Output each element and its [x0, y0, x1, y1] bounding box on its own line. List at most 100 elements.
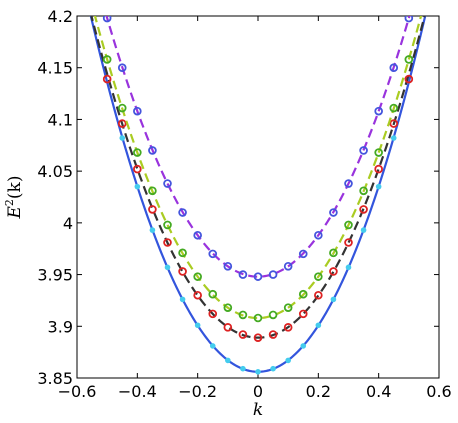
series-1-point	[208, 309, 218, 319]
series-2-point	[374, 148, 383, 157]
series-0-point	[285, 357, 291, 364]
series-3-point	[102, 16, 112, 23]
series-0-point	[149, 227, 156, 233]
series-3-point	[223, 261, 233, 271]
y-axis-label: E2(k)	[3, 176, 25, 220]
series-2-point	[389, 103, 399, 113]
series-0-point	[134, 183, 141, 190]
series-3-point	[329, 208, 338, 217]
series-2-point	[314, 272, 323, 281]
series-0-point	[390, 135, 397, 141]
series-2-point	[178, 248, 187, 258]
series-2-point	[193, 272, 202, 281]
series-2-point	[117, 103, 127, 113]
x-tick-label: 0.6	[426, 382, 451, 401]
y-tick-label: 3.85	[37, 369, 73, 388]
series-1-point	[102, 74, 112, 84]
series-3-point	[117, 63, 127, 73]
series-0-point	[300, 343, 307, 349]
y-tick-label: 3.9	[48, 317, 73, 336]
series-3-point	[268, 270, 278, 279]
series-0-point	[119, 135, 126, 141]
y-tick-label: 3.95	[37, 266, 73, 285]
series-0-point	[225, 357, 231, 364]
series-3-point	[148, 146, 157, 155]
series-1-point	[389, 119, 399, 128]
series-2-point	[298, 289, 308, 299]
series-1-point	[193, 290, 202, 300]
y-tick-label: 4.15	[37, 59, 73, 78]
series-1-point	[117, 119, 127, 128]
series-3-point	[133, 106, 142, 116]
series-1-point	[359, 205, 368, 214]
series-2-point	[148, 186, 157, 196]
series-3-point	[344, 179, 353, 188]
series-3-point	[404, 16, 414, 23]
series-2-point	[253, 313, 263, 323]
series-3-point	[163, 179, 172, 188]
series-2-line	[93, 16, 423, 320]
series-0-point	[194, 322, 201, 329]
series-1-point	[404, 74, 414, 84]
series-3-point	[283, 261, 293, 271]
series-0-point	[240, 365, 246, 372]
series-3-point	[208, 249, 218, 259]
y-tick-label: 4.05	[37, 162, 73, 181]
series-0-point	[330, 296, 337, 303]
y-tick-label: 4	[63, 214, 73, 233]
series-3-point	[178, 208, 187, 217]
series-1-line	[90, 16, 426, 339]
series-0-point	[164, 264, 171, 271]
series-2-point	[404, 55, 414, 64]
series-3-point	[238, 270, 248, 279]
series-3-point	[298, 249, 308, 259]
series-3-point	[193, 230, 202, 240]
series-2-point	[268, 310, 278, 320]
plot-area	[76, 15, 440, 379]
series-1-point	[238, 330, 248, 339]
x-tick-label: 0	[253, 382, 263, 401]
series-1-point	[133, 164, 142, 174]
series-1-point	[223, 323, 233, 332]
y-tick-labels: 3.85 3.9 3.95 4 4.05 4.1 4.15 4.2	[37, 7, 73, 388]
series-1-point	[148, 205, 157, 214]
series-0-point	[255, 368, 261, 375]
series-3-line	[105, 16, 411, 278]
series-2-point	[344, 220, 353, 230]
series-3-point	[389, 63, 399, 73]
series-2-point	[163, 220, 172, 230]
series-1-point	[283, 323, 293, 332]
series-1-point	[329, 267, 338, 276]
series-2-point	[223, 303, 233, 312]
series-1-point	[163, 238, 172, 247]
y-tick-label: 4.1	[48, 110, 73, 129]
x-tick-label: 0.4	[366, 382, 391, 401]
series-1-point	[314, 290, 323, 300]
series-0-point	[345, 264, 352, 271]
series-2-point	[102, 55, 112, 64]
x-tick-labels: −0.6 −0.4 −0.2 0 0.2 0.4 0.6	[58, 382, 452, 401]
series-1-point	[344, 238, 353, 247]
series-0-point	[375, 183, 382, 190]
series-1-point	[178, 267, 187, 276]
series-2-point	[133, 148, 142, 157]
series-2-point	[359, 186, 368, 196]
series-3-point	[359, 146, 368, 155]
series-0-point	[270, 365, 276, 372]
series-layer	[89, 16, 427, 375]
series-3-point	[314, 230, 323, 240]
x-tick-label: −0.4	[118, 382, 157, 401]
series-0-point	[179, 296, 186, 303]
x-tick-label: −0.6	[58, 382, 97, 401]
series-3-point	[253, 272, 263, 281]
series-2-point	[208, 289, 218, 299]
x-tick-label: 0.2	[306, 382, 331, 401]
x-tick-label: −0.2	[178, 382, 217, 401]
series-0-point	[315, 322, 322, 329]
series-1-point	[253, 333, 263, 342]
series-1-point	[298, 309, 308, 319]
y-tick-label: 4.2	[48, 7, 73, 26]
series-1-point	[374, 164, 383, 174]
series-2-point	[238, 310, 248, 320]
